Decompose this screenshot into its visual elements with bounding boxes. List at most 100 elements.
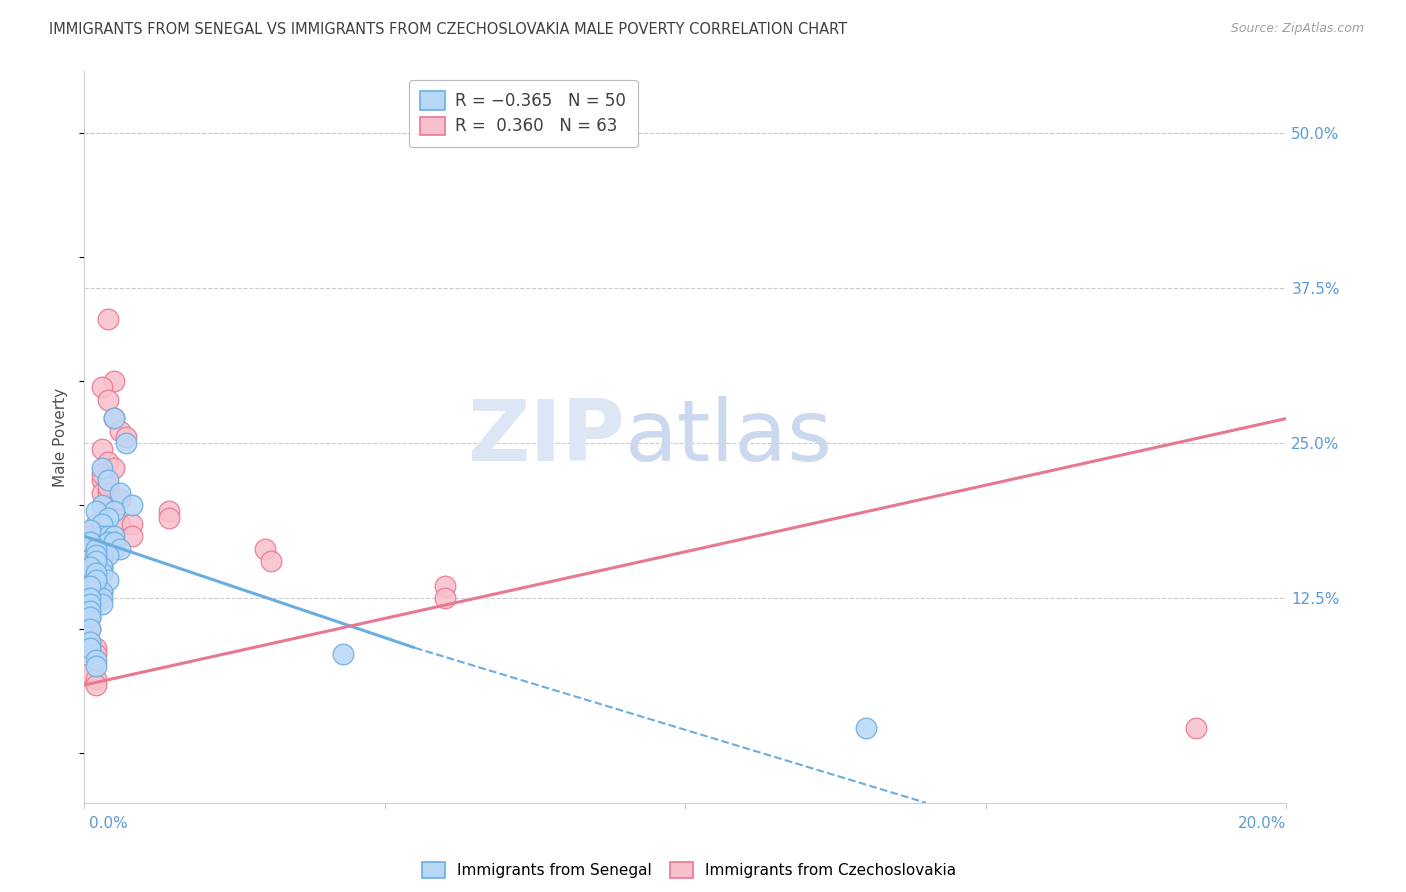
Point xyxy=(97,548,120,562)
Point xyxy=(103,504,125,518)
Point xyxy=(91,516,114,531)
Point xyxy=(86,653,108,667)
Point xyxy=(79,598,101,612)
Point xyxy=(260,554,283,568)
Point xyxy=(253,541,276,556)
Point xyxy=(91,560,114,574)
Point xyxy=(86,678,108,692)
Point xyxy=(79,610,101,624)
Point xyxy=(103,541,125,556)
Point xyxy=(79,579,101,593)
Legend: R = −0.365   N = 50, R =  0.360   N = 63: R = −0.365 N = 50, R = 0.360 N = 63 xyxy=(409,79,638,147)
Y-axis label: Male Poverty: Male Poverty xyxy=(53,387,69,487)
Point xyxy=(86,548,108,562)
Point xyxy=(91,585,114,599)
Point xyxy=(91,529,114,543)
Point xyxy=(97,529,120,543)
Point xyxy=(86,548,108,562)
Point xyxy=(79,535,101,549)
Point xyxy=(86,541,108,556)
Point xyxy=(332,647,354,661)
Point xyxy=(86,560,108,574)
Point xyxy=(79,604,101,618)
Point xyxy=(103,529,125,543)
Point xyxy=(91,548,114,562)
Point xyxy=(1185,722,1208,736)
Point xyxy=(91,523,114,537)
Point xyxy=(110,516,132,531)
Point xyxy=(121,516,143,531)
Point xyxy=(86,541,108,556)
Legend: Immigrants from Senegal, Immigrants from Czechoslovakia: Immigrants from Senegal, Immigrants from… xyxy=(416,855,962,884)
Point xyxy=(121,529,143,543)
Point xyxy=(97,529,120,543)
Point xyxy=(110,541,132,556)
Point xyxy=(86,566,108,581)
Point xyxy=(91,467,114,482)
Point xyxy=(86,566,108,581)
Point xyxy=(79,610,101,624)
Point xyxy=(103,411,125,425)
Point xyxy=(79,591,101,606)
Point xyxy=(86,573,108,587)
Point xyxy=(103,374,125,388)
Point xyxy=(97,510,120,524)
Point xyxy=(86,591,108,606)
Point xyxy=(157,504,180,518)
Point xyxy=(103,504,125,518)
Point xyxy=(79,529,101,543)
Point xyxy=(91,442,114,457)
Text: IMMIGRANTS FROM SENEGAL VS IMMIGRANTS FROM CZECHOSLOVAKIA MALE POVERTY CORRELATI: IMMIGRANTS FROM SENEGAL VS IMMIGRANTS FR… xyxy=(49,22,848,37)
Point xyxy=(97,455,120,469)
Point xyxy=(121,498,143,512)
Point xyxy=(86,640,108,655)
Text: ZIP: ZIP xyxy=(468,395,626,479)
Point xyxy=(91,461,114,475)
Point xyxy=(86,566,108,581)
Point xyxy=(79,585,101,599)
Text: atlas: atlas xyxy=(626,395,834,479)
Point xyxy=(86,647,108,661)
Point xyxy=(91,560,114,574)
Point xyxy=(103,411,125,425)
Point xyxy=(855,722,877,736)
Point xyxy=(79,579,101,593)
Point xyxy=(79,665,101,680)
Point xyxy=(79,604,101,618)
Point xyxy=(86,516,108,531)
Point xyxy=(103,461,125,475)
Point xyxy=(79,622,101,636)
Point xyxy=(86,573,108,587)
Point xyxy=(91,585,114,599)
Point xyxy=(115,436,138,450)
Point xyxy=(97,474,120,488)
Point xyxy=(86,672,108,686)
Point xyxy=(86,573,108,587)
Point xyxy=(97,498,120,512)
Point xyxy=(79,523,101,537)
Point xyxy=(434,579,457,593)
Point xyxy=(79,560,101,574)
Point xyxy=(79,640,101,655)
Point xyxy=(79,634,101,648)
Point xyxy=(97,573,120,587)
Point xyxy=(79,591,101,606)
Point xyxy=(434,591,457,606)
Point xyxy=(86,504,108,518)
Point xyxy=(86,554,108,568)
Point xyxy=(103,535,125,549)
Point xyxy=(79,535,101,549)
Point xyxy=(110,491,132,506)
Point xyxy=(79,634,101,648)
Point xyxy=(86,548,108,562)
Point xyxy=(86,541,108,556)
Point xyxy=(91,566,114,581)
Point xyxy=(91,598,114,612)
Point xyxy=(86,554,108,568)
Point xyxy=(97,535,120,549)
Point xyxy=(91,380,114,394)
Text: 0.0%: 0.0% xyxy=(89,816,128,831)
Point xyxy=(79,560,101,574)
Point xyxy=(86,659,108,673)
Point xyxy=(86,585,108,599)
